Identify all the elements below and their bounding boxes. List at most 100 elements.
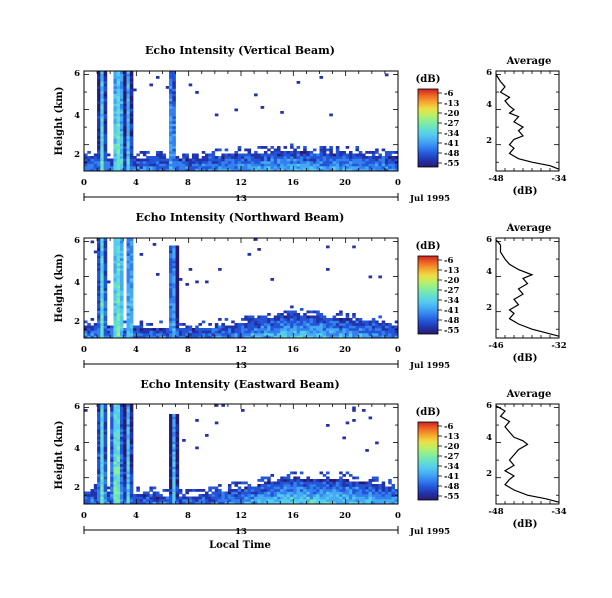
echo-cell [123, 161, 127, 164]
echo-cell [175, 481, 180, 485]
echo-cell [172, 158, 176, 162]
echo-cell [119, 426, 124, 430]
echo-cell [270, 161, 275, 164]
echo-cell [381, 148, 386, 152]
echo-cell [119, 143, 124, 147]
echo-cell [345, 315, 350, 319]
echo-cell [100, 283, 104, 286]
echo-cell [221, 330, 225, 334]
echo-cell [250, 328, 255, 331]
echo-cell [205, 156, 209, 159]
echo-cell [100, 166, 104, 169]
echo-cell [126, 313, 131, 316]
echo-cell [237, 161, 242, 164]
echo-field [84, 238, 399, 339]
echo-cell [303, 156, 307, 159]
echo-cell [87, 325, 91, 329]
echo-cell [352, 330, 356, 334]
echo-cell [276, 325, 281, 329]
echo-cell [169, 333, 173, 336]
echo-cell [296, 499, 301, 502]
echo-cell [352, 163, 356, 167]
echo-cell [116, 335, 121, 339]
echo-cell [172, 333, 176, 336]
echo-cell [113, 295, 118, 299]
echo-cell [211, 156, 216, 159]
echo-cell [100, 333, 104, 336]
echo-cell [126, 161, 131, 164]
echo-cell [345, 313, 350, 316]
echo-cell [267, 479, 271, 482]
echo-cell [296, 476, 301, 480]
echo-cell [119, 323, 124, 326]
echo-cell [250, 315, 255, 319]
echo-cell [299, 168, 304, 172]
echo-cell [113, 481, 118, 485]
echo-cell [97, 298, 101, 301]
echo-cell [103, 409, 108, 412]
echo-cell [126, 76, 131, 79]
echo-cell [254, 499, 258, 502]
echo-cell [119, 151, 124, 154]
echo-cell [126, 273, 131, 276]
echo-cell [339, 489, 343, 492]
echo-cell [126, 278, 131, 281]
echo-cell [355, 476, 360, 480]
echo-cell [362, 481, 366, 485]
echo-cell [342, 161, 346, 164]
echo-cell [97, 283, 101, 286]
echo-cell [129, 409, 134, 412]
echo-cell [116, 491, 121, 495]
echo-cell [119, 454, 124, 457]
echo-cell [362, 335, 366, 339]
echo-cell [100, 459, 104, 462]
echo-cell [273, 156, 278, 159]
echo-cell [146, 323, 150, 326]
echo-cell [371, 166, 376, 169]
echo-cell [286, 494, 291, 497]
echo-cell [286, 310, 291, 314]
echo-cell [211, 151, 216, 154]
echo-cell [276, 163, 281, 167]
echo-cell [309, 499, 314, 502]
echo-cell [119, 96, 124, 99]
y-tick-label: 2 [74, 317, 80, 327]
echo-cell [97, 126, 101, 129]
echo-cell [123, 426, 127, 430]
echo-cell [113, 148, 118, 152]
echo-cell [123, 108, 127, 112]
echo-cell [267, 486, 271, 490]
echo-cell [87, 328, 91, 331]
echo-cell [368, 163, 373, 167]
echo-cell [100, 325, 104, 329]
echo-cell [191, 333, 196, 336]
echo-cell [126, 166, 131, 169]
echo-cell [312, 163, 317, 167]
echo-cell [97, 333, 101, 336]
echo-cell [326, 153, 330, 157]
echo-cell [126, 431, 131, 435]
echo-cell [191, 499, 196, 502]
echo-cell [371, 501, 376, 505]
echo-cell [169, 158, 173, 162]
echo-cell [139, 333, 144, 336]
echo-cell [270, 481, 275, 485]
echo-cell [329, 330, 333, 334]
echo-cell [100, 116, 104, 119]
echo-cell [97, 476, 101, 480]
echo-cell [113, 441, 118, 445]
echo-cell [388, 481, 392, 485]
echo-cell [119, 268, 124, 271]
echo-cell [175, 270, 180, 274]
colorbar-ticks: -6-13-20-27-34-41-48-55 [438, 89, 459, 169]
echo-cell [322, 148, 327, 152]
echo-cell [326, 489, 330, 492]
echo-cell [322, 320, 327, 324]
echo-cell [221, 325, 225, 329]
echo-cell [97, 248, 101, 251]
echo-cell [352, 481, 356, 485]
echo-cell [201, 328, 206, 331]
y-tick-label: 2 [74, 483, 80, 493]
echo-cell [391, 163, 396, 167]
echo-cell [126, 253, 131, 256]
